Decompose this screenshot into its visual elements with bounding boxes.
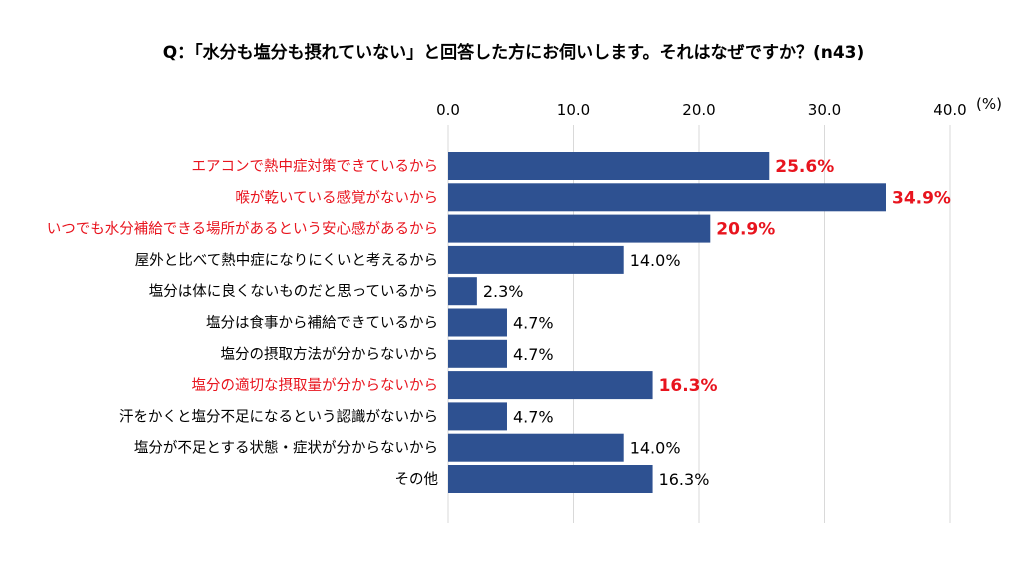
value-label: 4.7% bbox=[513, 407, 554, 426]
x-tick-label: 0.0 bbox=[436, 101, 460, 119]
category-label: いつでも水分補給できる場所があるという安心感があるから bbox=[47, 221, 438, 238]
category-label: エアコンで熱中症対策できているから bbox=[192, 158, 439, 175]
category-label: 喉が乾いている感覚がないから bbox=[235, 189, 438, 206]
category-label: 塩分は体に良くないものだと思っているから bbox=[149, 283, 438, 300]
bar bbox=[448, 433, 624, 462]
value-label: 2.3% bbox=[483, 282, 524, 301]
bar bbox=[448, 183, 886, 212]
bar bbox=[448, 371, 653, 400]
value-label: 4.7% bbox=[513, 345, 554, 364]
value-label: 20.9% bbox=[716, 220, 775, 240]
value-label: 14.0% bbox=[630, 251, 681, 270]
value-label: 25.6% bbox=[775, 157, 834, 177]
x-tick-labels: 0.0 10.0 20.0 30.0 40.0 bbox=[436, 101, 967, 119]
value-labels: 25.6% 34.9% 20.9% 14.0% 2.3% 4.7% 4.7% 16.3% 4.7… bbox=[483, 157, 951, 489]
bar bbox=[448, 277, 477, 306]
bar bbox=[448, 402, 507, 431]
category-label: 塩分は食事から補給できているから bbox=[206, 315, 438, 332]
bar bbox=[448, 214, 711, 243]
category-label: その他 bbox=[395, 471, 439, 488]
bars bbox=[448, 152, 886, 493]
value-label: 16.3% bbox=[659, 376, 718, 396]
x-tick-label: 30.0 bbox=[808, 101, 841, 119]
value-label: 34.9% bbox=[892, 188, 951, 208]
x-tick-label: 20.0 bbox=[682, 101, 715, 119]
bar bbox=[448, 465, 653, 493]
unit-label: (%) bbox=[976, 95, 1002, 113]
category-label: 塩分の摂取方法が分からないから bbox=[221, 346, 439, 363]
x-tick-label: 10.0 bbox=[557, 101, 590, 119]
bar bbox=[448, 152, 770, 180]
category-label: 屋外と比べて熱中症になりにくいと考えるから bbox=[135, 252, 438, 269]
value-label: 4.7% bbox=[513, 314, 554, 333]
category-labels: エアコンで熱中症対策できているから喉が乾いている感覚がないからいつでも水分補給で… bbox=[47, 158, 438, 488]
x-tick-label: 40.0 bbox=[933, 101, 966, 119]
bar bbox=[448, 245, 624, 274]
category-label: 塩分が不足とする状態・症状が分からないから bbox=[134, 440, 438, 457]
value-label: 14.0% bbox=[630, 439, 681, 458]
category-label: 塩分の適切な摂取量が分からないから bbox=[192, 376, 439, 394]
bar bbox=[448, 339, 507, 368]
chart-title: Q：「水分も塩分も摂れていない」と回答した方にお伺いします。それはなぜですか？(… bbox=[162, 43, 865, 63]
bar bbox=[448, 308, 507, 337]
value-label: 16.3% bbox=[659, 470, 710, 489]
category-label: 汗をかくと塩分不足になるという認識がないから bbox=[119, 408, 438, 425]
